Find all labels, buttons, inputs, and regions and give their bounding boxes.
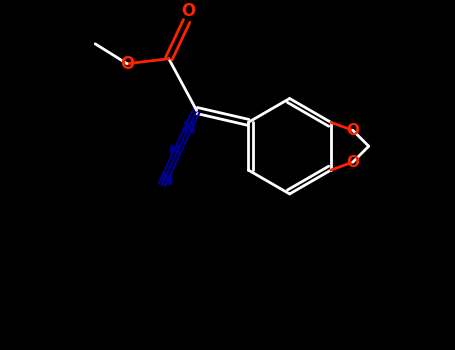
Text: N: N bbox=[168, 144, 180, 158]
Text: N: N bbox=[161, 173, 173, 188]
Text: O: O bbox=[346, 155, 359, 170]
Text: O: O bbox=[120, 55, 134, 73]
Text: N: N bbox=[182, 121, 195, 136]
Text: O: O bbox=[346, 123, 359, 138]
Text: O: O bbox=[182, 2, 196, 20]
